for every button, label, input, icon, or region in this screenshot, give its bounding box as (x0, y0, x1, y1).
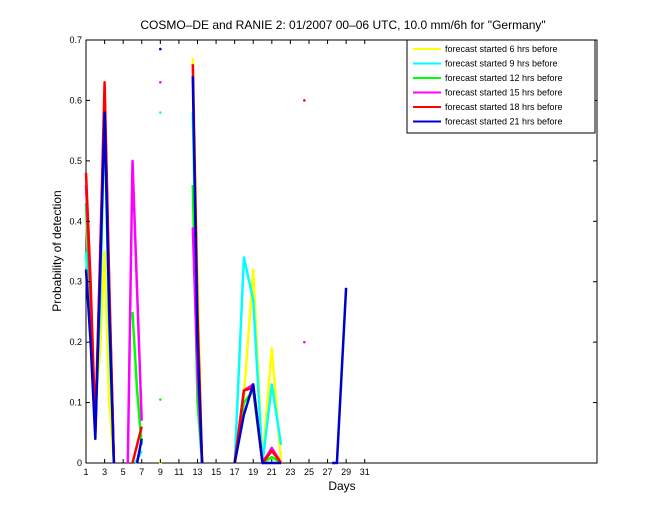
x-tick-label: 25 (304, 467, 314, 477)
x-tick-label: 23 (285, 467, 295, 477)
y-tick-label: 0.3 (69, 277, 82, 287)
x-tick-label: 7 (139, 467, 144, 477)
legend-item: forecast started 12 hrs before (413, 73, 563, 83)
legend-label: forecast started 15 hrs before (445, 88, 563, 98)
series-5-point (303, 99, 306, 102)
y-tick-label: 0.4 (69, 216, 82, 226)
x-tick-label: 13 (192, 467, 202, 477)
x-tick-label: 27 (323, 467, 333, 477)
series-2-point (159, 111, 162, 114)
x-tick-label: 11 (174, 467, 183, 477)
y-axis: 0 0.1 0.2 0.3 0.4 0.5 0.6 0.7 (69, 35, 597, 468)
legend-item: forecast started 18 hrs before (413, 102, 563, 112)
series-6-line (332, 287, 348, 465)
legend-item: forecast started 21 hrs before (413, 117, 563, 127)
series-4-point (159, 81, 162, 84)
y-axis-label: Probability of detection (50, 190, 64, 311)
series-4-line (126, 159, 143, 464)
y-tick-label: 0.5 (69, 156, 82, 166)
series-6-line (233, 383, 282, 465)
x-tick-label: 17 (230, 467, 240, 477)
x-tick-label: 19 (248, 467, 258, 477)
series-3-point (159, 398, 162, 401)
legend-label: forecast started 21 hrs before (445, 117, 563, 127)
series-6-line (84, 111, 116, 464)
legend-label: forecast started 6 hrs before (445, 44, 558, 54)
legend-label: forecast started 18 hrs before (445, 102, 563, 112)
series-3-line (131, 311, 143, 446)
x-tick-label: 9 (158, 467, 163, 477)
legend-label: forecast started 12 hrs before (445, 73, 563, 83)
legend-item: forecast started 15 hrs before (413, 88, 563, 98)
legend: forecast started 6 hrs before forecast st… (406, 39, 596, 134)
y-tick-label: 0 (77, 458, 82, 468)
x-tick-label: 31 (360, 467, 370, 477)
series-6-line (135, 438, 143, 464)
chart-title: COSMO–DE and RANIE 2: 01/2007 00–06 UTC,… (140, 18, 545, 32)
series-6-line (191, 76, 204, 464)
series-6 (84, 47, 348, 465)
legend-item: forecast started 9 hrs before (413, 59, 558, 69)
x-tick-label: 1 (83, 467, 88, 477)
x-tick-label: 21 (267, 467, 277, 477)
series-5-line (131, 426, 143, 464)
y-tick-label: 0.2 (69, 337, 82, 347)
legend-item: forecast started 6 hrs before (413, 44, 558, 54)
x-axis-label: Days (328, 479, 355, 493)
series-2-line (233, 256, 283, 465)
y-tick-label: 0.7 (69, 35, 82, 45)
x-tick-label: 15 (211, 467, 221, 477)
series-6-point (159, 47, 162, 51)
x-tick-label: 29 (341, 467, 351, 477)
y-tick-label: 0.1 (69, 398, 82, 408)
legend-box (406, 39, 596, 134)
x-tick-label: 5 (121, 467, 126, 477)
x-tick-label: 3 (102, 467, 107, 477)
y-tick-label: 0.6 (69, 95, 82, 105)
series-4-point (303, 340, 306, 344)
legend-label: forecast started 9 hrs before (445, 59, 558, 69)
x-axis: 1 3 5 7 9 11 13 15 17 19 21 23 25 27 29 31 (83, 40, 370, 477)
